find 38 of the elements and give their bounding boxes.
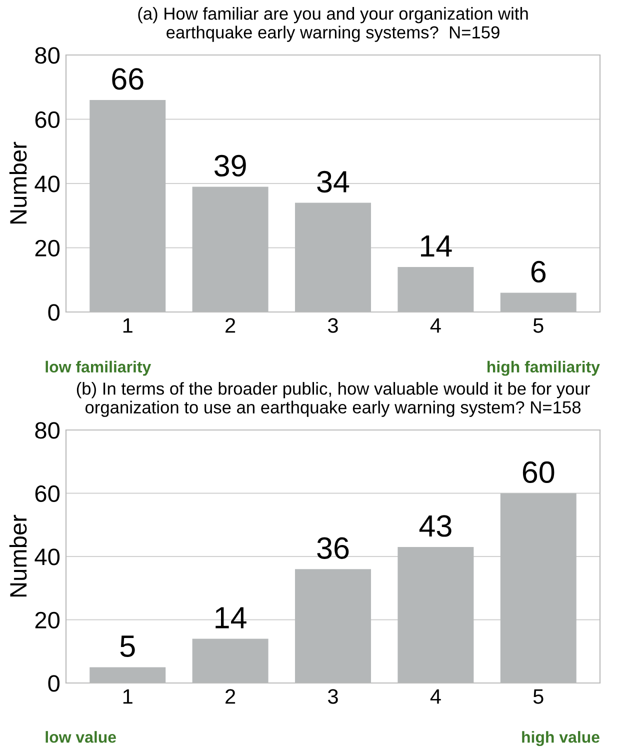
y-tick-label: 20 [35, 612, 60, 629]
data-label: 39 [214, 154, 246, 177]
x-tick-label: 4 [430, 318, 441, 333]
x-tick-label: 2 [226, 318, 236, 333]
data-label: 60 [522, 461, 554, 484]
data-label: 36 [317, 537, 349, 559]
x-tick-label: 3 [328, 318, 338, 333]
data-label: 34 [317, 170, 350, 193]
data-label: 5 [120, 636, 135, 657]
y-axis-title: Number [9, 142, 27, 224]
data-label: 66 [112, 68, 144, 90]
x-tick-label: 2 [226, 689, 236, 704]
x-tick-label: 3 [328, 689, 338, 704]
y-tick-label: 60 [35, 111, 60, 128]
y-tick-label: 80 [35, 47, 60, 64]
text: low value [46, 731, 116, 743]
text: high value [522, 731, 600, 746]
y-tick-label: 40 [34, 176, 60, 192]
y-tick-label: 40 [34, 548, 60, 566]
x-tick-label: 4 [430, 689, 441, 704]
y-tick-label: 0 [48, 304, 60, 321]
x-tick-label: 1 [123, 689, 132, 704]
text: high familiarity [488, 360, 600, 376]
y-tick-label: 20 [35, 240, 60, 257]
x-tick-label: 5 [533, 318, 544, 333]
y-tick-label: 80 [35, 422, 60, 439]
y-tick-label: 0 [48, 675, 60, 692]
y-axis-title: Number [9, 514, 27, 597]
data-label: 6 [531, 260, 546, 283]
x-tick-label: 1 [123, 318, 132, 333]
text: low familiarity [46, 360, 152, 376]
data-label: 14 [421, 235, 452, 257]
data-label: 14 [216, 607, 246, 628]
y-tick-label: 60 [35, 485, 60, 502]
chart-title: (b) In terms of the broader public, how valuable would it be for your organization to use an earthquake early warning system? N=158 [76, 382, 590, 417]
x-tick-label: 5 [533, 689, 544, 704]
chart-title: (a) How familiar are you and your organization with earthquake early warning systems? N=159 [138, 7, 528, 42]
data-label: 43 [419, 515, 452, 537]
